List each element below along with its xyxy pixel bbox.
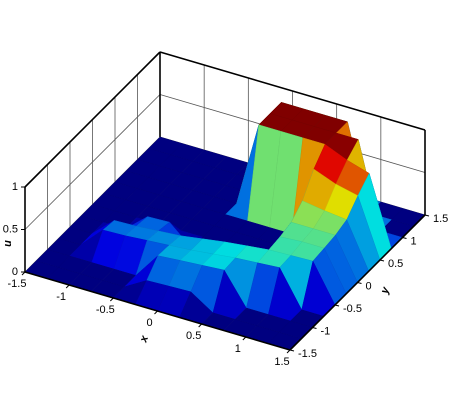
z-tick-label: 1 — [12, 181, 18, 193]
box-edge — [159, 51, 426, 131]
x-tick-label: 1.5 — [274, 356, 289, 368]
tick-mark — [379, 259, 385, 262]
tick-mark — [334, 304, 340, 307]
tick-mark — [154, 310, 158, 315]
y-tick-label: -0.5 — [343, 303, 362, 315]
y-tick-label: 0.5 — [388, 258, 403, 270]
x-tick-label: -1 — [56, 291, 66, 303]
tick-mark — [286, 349, 291, 354]
grid-line — [24, 94, 161, 230]
tick-mark — [65, 284, 70, 289]
tick-mark — [289, 349, 295, 352]
x-tick-label: -1.5 — [8, 278, 27, 290]
y-axis-label: y — [378, 285, 392, 297]
x-tick-label: 1 — [235, 343, 241, 355]
x-tick-label: 0.5 — [186, 330, 201, 342]
tick-mark — [198, 323, 203, 328]
y-tick-label: -1 — [321, 325, 331, 337]
tick-mark — [424, 214, 430, 217]
z-axis-label: u — [2, 240, 14, 247]
y-tick-label: -1.5 — [298, 348, 317, 360]
x-tick-label: -0.5 — [96, 304, 115, 316]
x-axis-label: x — [137, 333, 151, 345]
y-tick-label: 1.5 — [433, 213, 448, 225]
y-tick-label: 0 — [366, 280, 372, 292]
z-tick-label: 0.5 — [3, 223, 18, 235]
axes-box-front: -1.5 -1 -0.5 0 0.5 1 1.5 -1.5 -1 -0.5 0 0.5 1 1.5 0 0.5… — [2, 130, 448, 368]
tick-mark — [312, 327, 317, 329]
z-tick-label: 0 — [12, 266, 18, 278]
surface — [24, 101, 426, 351]
tick-mark — [402, 237, 407, 239]
y-tick-label: 1 — [411, 235, 417, 247]
tick-mark — [357, 282, 362, 284]
box-edge — [24, 51, 161, 188]
tick-mark — [242, 336, 247, 341]
tick-mark — [109, 297, 114, 302]
x-tick-label: 0 — [146, 317, 152, 329]
